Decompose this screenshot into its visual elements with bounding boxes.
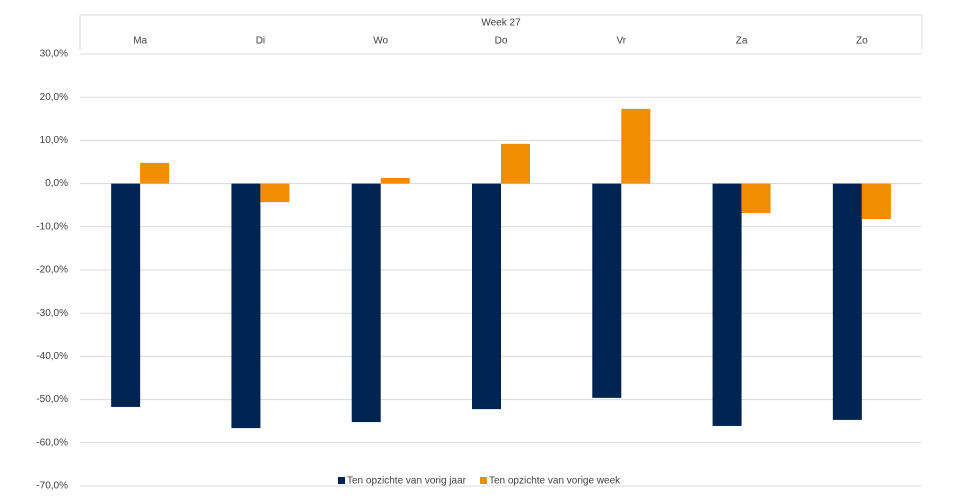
y-tick-label: -60,0% [36,437,68,448]
bar [592,183,622,398]
bar [472,183,501,410]
x-tick-label: Za [736,36,748,47]
y-tick-label: 30,0% [40,49,68,60]
y-tick-label: -70,0% [36,481,68,492]
legend-swatch [338,477,345,484]
bar [380,177,410,184]
bar [712,183,742,426]
y-tick-label: -20,0% [36,265,68,276]
x-tick-label: Wo [373,36,388,47]
y-tick-label: -30,0% [36,308,68,319]
x-tick-label: Do [495,36,508,47]
x-tick-label: Vr [616,36,626,47]
legend-swatch [479,477,487,484]
bar [621,108,651,184]
legend-label: Ten opzichte van vorige week [489,476,621,487]
y-tick-label: 0,0% [45,178,68,189]
bar [260,183,290,203]
bar [140,162,170,184]
legend-label: Ten opzichte van vorig jaar [347,476,467,487]
bar [741,183,771,213]
y-tick-label: 10,0% [40,135,68,146]
x-tick-label: Di [256,36,265,47]
y-tick-label: 20,0% [40,92,68,103]
bar [861,183,891,220]
bar [351,183,381,423]
bar [231,183,261,429]
bar [501,143,530,184]
x-tick-label: Zo [856,36,868,47]
y-tick-label: -50,0% [36,394,68,405]
y-tick-label: -40,0% [36,351,68,362]
y-tick-label: -10,0% [36,221,68,232]
chart-title: Week 27 [481,18,521,29]
bar [111,183,141,407]
bar [832,183,862,420]
x-tick-label: Ma [133,36,147,47]
